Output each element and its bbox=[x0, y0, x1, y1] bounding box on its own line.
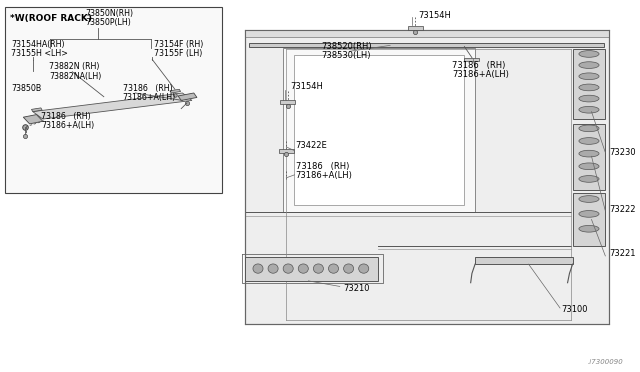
Text: 738530(LH): 738530(LH) bbox=[321, 51, 371, 60]
Polygon shape bbox=[294, 55, 465, 205]
Ellipse shape bbox=[579, 106, 599, 113]
Polygon shape bbox=[573, 124, 605, 190]
Polygon shape bbox=[23, 115, 43, 124]
Ellipse shape bbox=[579, 211, 599, 217]
Ellipse shape bbox=[579, 138, 599, 144]
Text: .i7300090: .i7300090 bbox=[588, 359, 623, 365]
Ellipse shape bbox=[579, 95, 599, 102]
Text: 73155H <LH>: 73155H <LH> bbox=[12, 49, 68, 58]
Ellipse shape bbox=[579, 176, 599, 182]
Ellipse shape bbox=[358, 264, 369, 273]
Ellipse shape bbox=[579, 196, 599, 202]
Ellipse shape bbox=[253, 264, 263, 273]
Ellipse shape bbox=[579, 51, 599, 57]
Text: 73850B: 73850B bbox=[12, 84, 42, 93]
Text: 73100: 73100 bbox=[561, 305, 588, 314]
Ellipse shape bbox=[314, 264, 323, 273]
Text: *W(ROOF RACK): *W(ROOF RACK) bbox=[10, 14, 92, 23]
Text: 73186   (RH): 73186 (RH) bbox=[123, 84, 172, 93]
Text: 738520(RH): 738520(RH) bbox=[321, 42, 372, 51]
Text: 73882N (RH): 73882N (RH) bbox=[49, 62, 99, 71]
Polygon shape bbox=[245, 257, 378, 281]
Ellipse shape bbox=[298, 264, 308, 273]
Polygon shape bbox=[33, 93, 192, 119]
Text: 73422E: 73422E bbox=[296, 141, 328, 150]
Text: 73850N(RH): 73850N(RH) bbox=[85, 9, 133, 17]
Ellipse shape bbox=[579, 125, 599, 132]
Ellipse shape bbox=[268, 264, 278, 273]
Ellipse shape bbox=[283, 264, 293, 273]
Text: 73155F (LH): 73155F (LH) bbox=[154, 49, 202, 58]
Ellipse shape bbox=[579, 163, 599, 170]
Polygon shape bbox=[408, 26, 423, 30]
Ellipse shape bbox=[328, 264, 339, 273]
Text: 73186+A(LH): 73186+A(LH) bbox=[452, 70, 509, 79]
Text: 73154H: 73154H bbox=[291, 82, 324, 91]
Polygon shape bbox=[465, 58, 479, 61]
Text: 73186+A(LH): 73186+A(LH) bbox=[123, 93, 176, 102]
Text: 73222: 73222 bbox=[609, 205, 636, 214]
Polygon shape bbox=[31, 108, 42, 112]
Text: 73154F (RH): 73154F (RH) bbox=[154, 40, 204, 49]
Polygon shape bbox=[248, 43, 604, 46]
Ellipse shape bbox=[579, 73, 599, 80]
Text: 73154H: 73154H bbox=[419, 11, 451, 20]
Ellipse shape bbox=[579, 225, 599, 232]
Polygon shape bbox=[573, 193, 605, 246]
Text: 73882NA(LH): 73882NA(LH) bbox=[49, 72, 101, 81]
Ellipse shape bbox=[579, 62, 599, 68]
Text: 73186   (RH): 73186 (RH) bbox=[452, 61, 505, 70]
Polygon shape bbox=[279, 149, 294, 153]
Text: 73186   (RH): 73186 (RH) bbox=[296, 162, 349, 171]
Text: 73186   (RH): 73186 (RH) bbox=[41, 112, 90, 121]
Polygon shape bbox=[283, 48, 475, 212]
Text: 73230: 73230 bbox=[609, 148, 636, 157]
Text: 73221: 73221 bbox=[609, 249, 636, 258]
Text: 73210: 73210 bbox=[343, 284, 369, 293]
Polygon shape bbox=[178, 93, 197, 100]
Ellipse shape bbox=[579, 150, 599, 157]
Ellipse shape bbox=[579, 84, 599, 91]
Text: 73154HA(RH): 73154HA(RH) bbox=[12, 40, 65, 49]
Polygon shape bbox=[245, 30, 609, 37]
Text: 73850P(LH): 73850P(LH) bbox=[85, 18, 131, 27]
Ellipse shape bbox=[344, 264, 354, 273]
Polygon shape bbox=[245, 30, 609, 324]
Polygon shape bbox=[280, 100, 295, 104]
Polygon shape bbox=[573, 49, 605, 119]
Text: 73186+A(LH): 73186+A(LH) bbox=[296, 171, 353, 180]
Text: 73186+A(LH): 73186+A(LH) bbox=[41, 121, 94, 130]
Polygon shape bbox=[170, 89, 180, 93]
Bar bbox=[5, 7, 222, 193]
Polygon shape bbox=[475, 257, 573, 264]
